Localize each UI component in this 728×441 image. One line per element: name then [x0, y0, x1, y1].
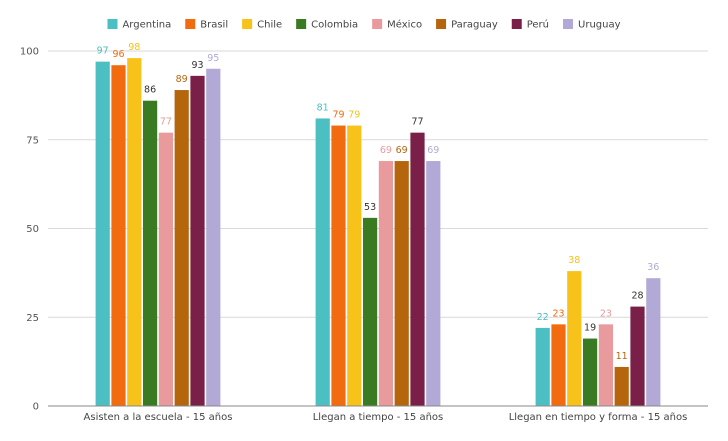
data-label-mexico-2: 69 [380, 145, 392, 156]
y-tick-label: 50 [26, 224, 39, 235]
data-label-colombia-2: 53 [364, 202, 376, 213]
data-label-mexico-1: 77 [160, 117, 172, 128]
data-label-paraguay-2: 69 [396, 145, 408, 156]
x-axis: Asisten a la escuela - 15 años Llegan a t… [48, 405, 708, 423]
bar-paraguay-2 [394, 161, 409, 406]
x-tick-label: Asisten a la escuela - 15 años [84, 412, 233, 423]
data-label-brasil-1: 96 [112, 49, 124, 60]
bar-peru-3 [630, 306, 645, 406]
legend-label: Paraguay [451, 20, 498, 31]
legend-item-colombia: Colombia [296, 19, 358, 31]
data-label-peru-3: 28 [631, 291, 643, 302]
data-label-peru-1: 93 [191, 60, 203, 71]
legend-label: Chile [257, 20, 282, 31]
legend-label: Brasil [200, 20, 228, 31]
bars [95, 58, 661, 407]
data-label-chile-3: 38 [568, 255, 580, 266]
legend-item-peru: Perú [511, 19, 549, 31]
legend-swatch [107, 19, 118, 29]
y-tick-label: 75 [26, 135, 39, 146]
data-label-uruguay-2: 69 [427, 145, 439, 156]
data-label-brasil-3: 23 [552, 308, 564, 319]
legend-item-uruguay: Uruguay [563, 19, 621, 31]
bar-argentina-2 [315, 118, 330, 406]
bar-mexico-1 [158, 132, 173, 406]
legend: Argentina Brasil Chile Colombia México Paragu… [107, 19, 621, 31]
bar-mexico-2 [378, 161, 393, 406]
y-tick-label: 0 [33, 402, 39, 413]
data-label-mexico-3: 23 [600, 308, 612, 319]
data-label-argentina-3: 22 [537, 312, 549, 323]
bar-paraguay-3 [614, 366, 629, 406]
legend-item-mexico: México [372, 19, 422, 31]
legend-swatch [372, 19, 383, 29]
data-label-uruguay-3: 36 [647, 262, 659, 273]
bar-brasil-1 [111, 65, 126, 406]
data-label-paraguay-1: 89 [176, 74, 188, 85]
data-label-paraguay-3: 11 [616, 351, 628, 362]
data-label-chile-2: 79 [348, 110, 360, 121]
data-label-colombia-1: 86 [144, 85, 156, 96]
legend-label: Uruguay [578, 20, 621, 31]
bar-argentina-1 [95, 61, 110, 407]
legend-swatch [563, 19, 574, 29]
legend-item-argentina: Argentina [107, 19, 171, 31]
y-tick-label: 100 [20, 47, 39, 58]
y-tick-label: 25 [26, 313, 39, 324]
legend-item-paraguay: Paraguay [436, 19, 498, 31]
bar-uruguay-1 [206, 68, 221, 406]
bar-colombia-3 [583, 338, 598, 406]
legend-swatch [511, 19, 522, 29]
grid: 0 25 50 75 100 [20, 47, 708, 413]
bar-brasil-2 [331, 125, 346, 407]
legend-swatch [436, 19, 447, 29]
bar-chile-3 [567, 271, 582, 406]
bar-mexico-3 [598, 324, 613, 406]
bar-brasil-3 [551, 324, 566, 406]
bar-chile-2 [347, 125, 362, 407]
x-tick-label: Llegan a tiempo - 15 años [313, 412, 444, 423]
data-label-peru-2: 77 [411, 117, 423, 128]
bar-colombia-1 [143, 100, 158, 406]
bar-argentina-3 [535, 327, 550, 406]
legend-swatch [242, 19, 253, 29]
bar-peru-2 [410, 132, 425, 406]
x-tick-label: Llegan en tiempo y forma - 15 años [509, 412, 688, 423]
bar-colombia-2 [363, 217, 378, 406]
legend-item-chile: Chile [242, 19, 282, 31]
legend-swatch [185, 19, 196, 29]
bar-paraguay-1 [174, 90, 189, 407]
data-label-argentina-2: 81 [317, 102, 329, 113]
data-label-chile-1: 98 [128, 42, 140, 53]
legend-item-brasil: Brasil [185, 19, 228, 31]
legend-label: México [387, 19, 422, 31]
data-label-colombia-3: 19 [584, 323, 596, 334]
bar-uruguay-2 [426, 161, 441, 406]
legend-label: Argentina [122, 20, 171, 31]
bar-uruguay-3 [646, 278, 661, 406]
data-label-argentina-1: 97 [97, 46, 109, 57]
legend-label: Perú [527, 19, 549, 31]
data-label-uruguay-1: 95 [207, 53, 219, 64]
data-label-brasil-2: 79 [332, 110, 344, 121]
legend-label: Colombia [311, 20, 358, 31]
bar-chile-1 [127, 58, 142, 406]
legend-swatch [296, 19, 307, 29]
bar-peru-1 [190, 75, 205, 406]
